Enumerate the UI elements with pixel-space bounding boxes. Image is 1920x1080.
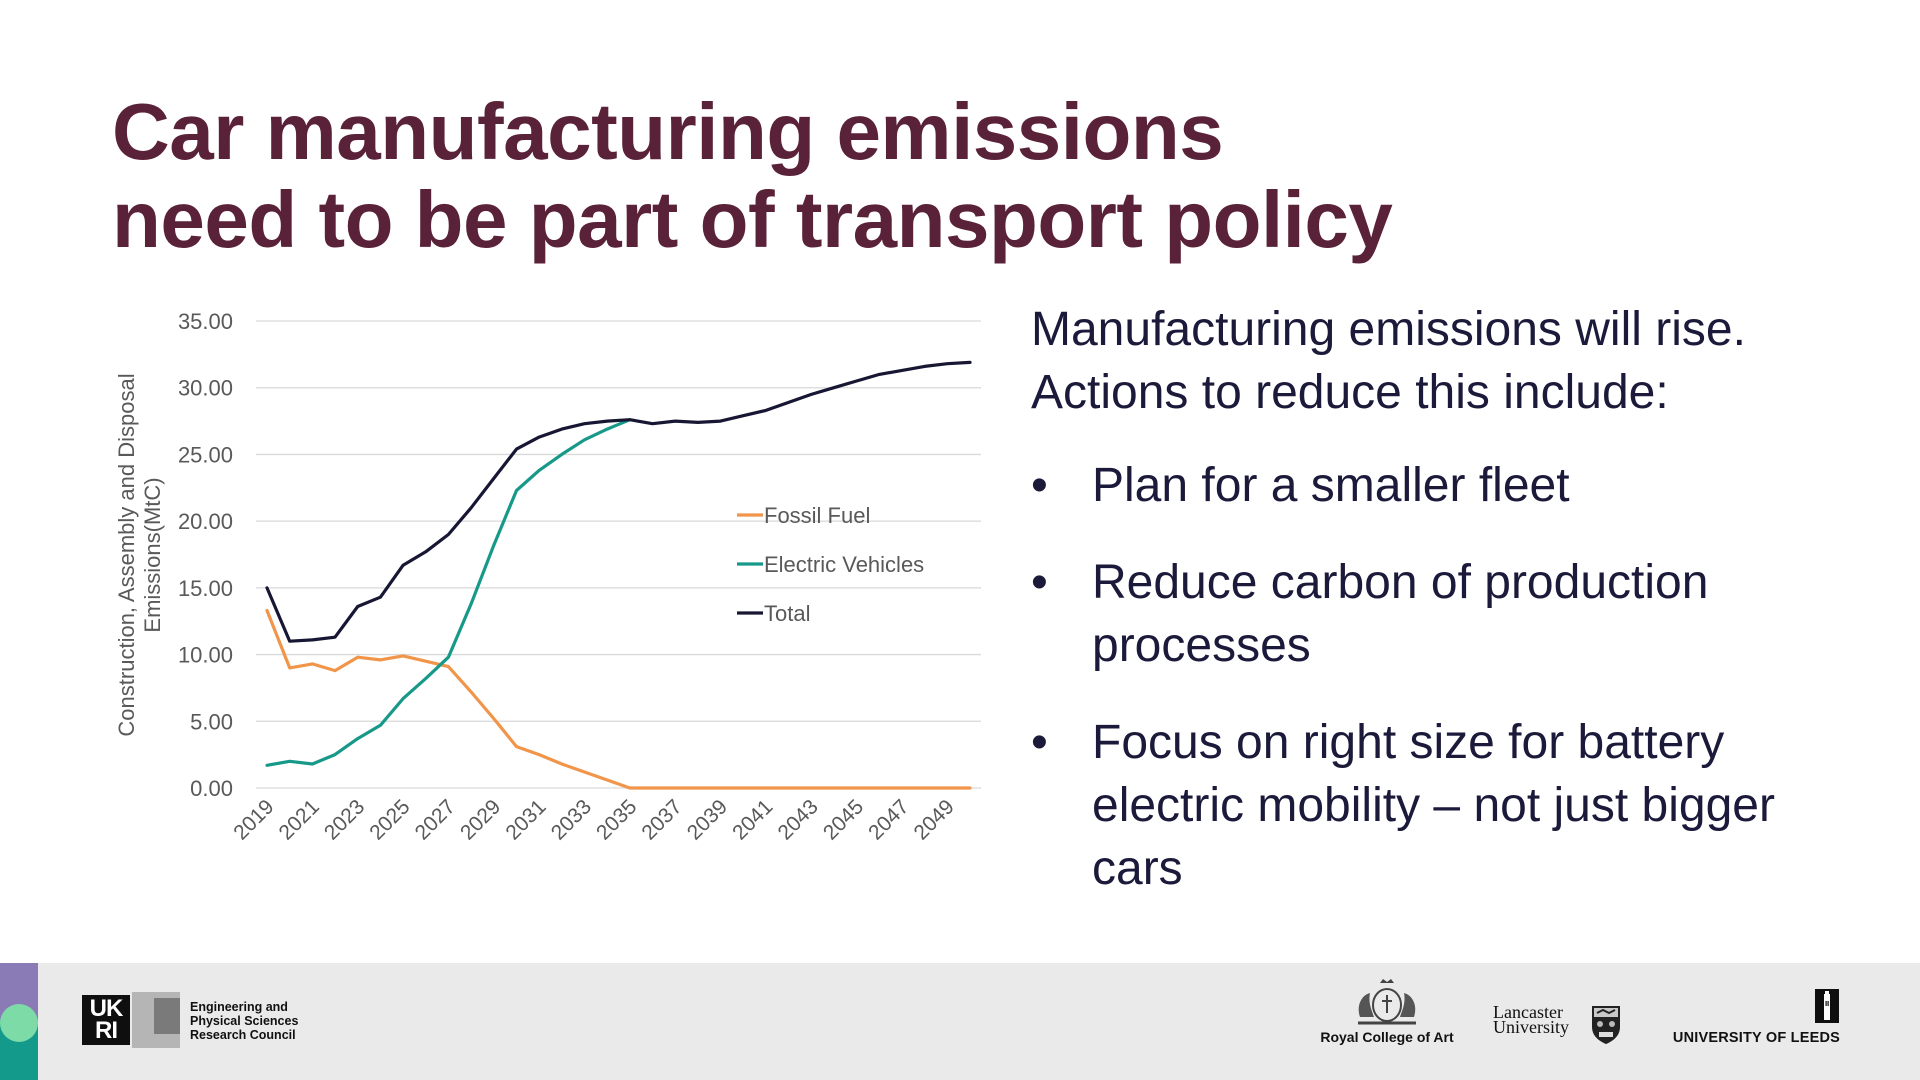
x-tick-label: 2045 — [819, 795, 868, 844]
leeds-tower-icon — [1815, 989, 1839, 1023]
bullet-text: electric mobility – not just bigger — [1092, 779, 1775, 832]
x-tick-label: 2029 — [456, 795, 505, 844]
accent-strip — [0, 963, 38, 1080]
x-tick-label: 2037 — [637, 795, 686, 844]
lancaster-university-logo: Lancaster University — [1493, 1002, 1633, 1053]
lancaster-line: University — [1493, 1017, 1569, 1037]
university-of-leeds-logo: UNIVERSITY OF LEEDS — [1658, 989, 1843, 1059]
bullet-dot-icon: • — [1031, 716, 1048, 769]
x-tick-label: 2033 — [547, 795, 596, 844]
royal-crest-icon — [1358, 979, 1416, 1025]
ukri-dark-grey-block — [154, 998, 180, 1034]
x-tick-label: 2021 — [275, 795, 324, 844]
royal-college-of-art-logo: Royal College of Art — [1312, 977, 1462, 1057]
series-line-total — [265, 360, 972, 643]
bullet-item-smaller-fleet: • Plan for a smaller fleet — [1031, 454, 1911, 517]
intro-paragraph: Manufacturing emissions will rise. Actio… — [1031, 298, 1911, 424]
y-tick-label: 15.00 — [178, 576, 233, 601]
x-tick-label: 2049 — [910, 795, 959, 844]
bullet-text: Reduce carbon of production — [1092, 556, 1709, 609]
x-tick-label: 2027 — [411, 795, 460, 844]
epsrc-logo-text: Engineering and Physical Sciences Resear… — [190, 1000, 298, 1042]
bullet-text: Plan for a smaller fleet — [1092, 459, 1570, 512]
y-axis-label-line-2: Emissions(MtC) — [140, 477, 165, 632]
rca-name: Royal College of Art — [1320, 1029, 1454, 1045]
x-tick-label: 2047 — [864, 795, 913, 844]
series-line-fossil-fuel — [265, 608, 972, 790]
y-tick-label: 35.00 — [178, 309, 233, 334]
ukri-mark-top: UK — [89, 995, 124, 1022]
ukri-mark: UK RI — [82, 995, 130, 1045]
y-tick-label: 10.00 — [178, 643, 233, 668]
x-tick-label: 2039 — [683, 795, 732, 844]
lancaster-line: Lancaster — [1493, 1002, 1563, 1022]
ukri-mark-bottom: RI — [95, 1017, 118, 1044]
x-tick-label: 2035 — [592, 795, 641, 844]
x-tick-labels: 2019202120232025202720292031203320352037… — [229, 795, 959, 844]
body-text: Manufacturing emissions will rise. Actio… — [1031, 298, 1911, 934]
ukri-logo: UK RI — [82, 992, 182, 1048]
bullet-item-right-size: • Focus on right size for battery electr… — [1031, 711, 1911, 900]
bullet-text: Focus on right size for battery — [1092, 716, 1725, 769]
lancaster-shield-icon — [1592, 1006, 1620, 1044]
bullet-item-reduce-carbon: • Reduce carbon of production processes — [1031, 551, 1911, 677]
emissions-line-chart: 0.00 5.00 10.00 15.00 20.00 25.00 30.00 35.00 2… — [114, 309, 981, 845]
x-tick-label: 2043 — [773, 795, 822, 844]
bullet-dot-icon: • — [1031, 459, 1048, 512]
series-lines — [265, 360, 972, 790]
epsrc-line: Engineering and — [190, 1000, 288, 1014]
x-tick-label: 2019 — [229, 795, 278, 844]
legend-label-fossil-fuel: Fossil Fuel — [764, 503, 870, 528]
bullet-text: processes — [1092, 619, 1311, 672]
bullet-text: cars — [1092, 842, 1183, 895]
x-tick-label: 2031 — [501, 795, 550, 844]
intro-line-1: Manufacturing emissions will rise. — [1031, 303, 1746, 356]
epsrc-line: Research Council — [190, 1028, 296, 1042]
intro-line-2: Actions to reduce this include: — [1031, 366, 1669, 419]
y-tick-label: 20.00 — [178, 509, 233, 534]
lancaster-name: Lancaster University — [1493, 1002, 1569, 1037]
action-bullet-list: • Plan for a smaller fleet • Reduce carb… — [1031, 454, 1911, 900]
y-tick-label: 5.00 — [190, 709, 233, 734]
y-tick-label: 30.00 — [178, 376, 233, 401]
epsrc-line: Physical Sciences — [190, 1014, 299, 1028]
x-tick-label: 2025 — [365, 795, 414, 844]
legend-label-electric-vehicles: Electric Vehicles — [764, 552, 924, 577]
slide-title-line-2: need to be part of transport policy — [112, 175, 1393, 264]
y-tick-labels: 0.00 5.00 10.00 15.00 20.00 25.00 30.00 35.00 — [178, 309, 233, 801]
y-tick-label: 25.00 — [178, 442, 233, 467]
footer-logo-bar: UK RI Engineering and Physical Sciences … — [0, 963, 1920, 1080]
legend-label-total: Total — [764, 601, 810, 626]
bullet-dot-icon: • — [1031, 556, 1048, 609]
y-tick-label: 0.00 — [190, 776, 233, 801]
leeds-tower-glyph — [1824, 991, 1830, 1020]
slide-title: Car manufacturing emissions need to be p… — [112, 87, 1393, 264]
series-line-electric-vehicles — [265, 418, 632, 767]
slide-title-line-1: Car manufacturing emissions — [112, 87, 1224, 176]
gridlines — [256, 320, 981, 789]
chart-legend: Fossil Fuel Electric Vehicles Total — [737, 503, 924, 626]
x-tick-label: 2023 — [320, 795, 369, 844]
leeds-name: UNIVERSITY OF LEEDS — [1672, 1030, 1840, 1046]
x-tick-label: 2041 — [728, 795, 777, 844]
y-axis-label-line-1: Construction, Assembly and Disposal — [114, 373, 139, 736]
accent-circle-icon — [0, 1004, 38, 1042]
